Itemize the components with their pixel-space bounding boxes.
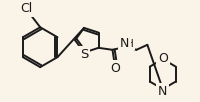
Text: N: N [120, 37, 129, 50]
Text: O: O [111, 62, 120, 75]
Text: N: N [158, 85, 167, 98]
Text: S: S [80, 48, 88, 60]
Text: Cl: Cl [20, 2, 32, 15]
Text: O: O [158, 52, 168, 65]
Text: H: H [126, 39, 133, 49]
